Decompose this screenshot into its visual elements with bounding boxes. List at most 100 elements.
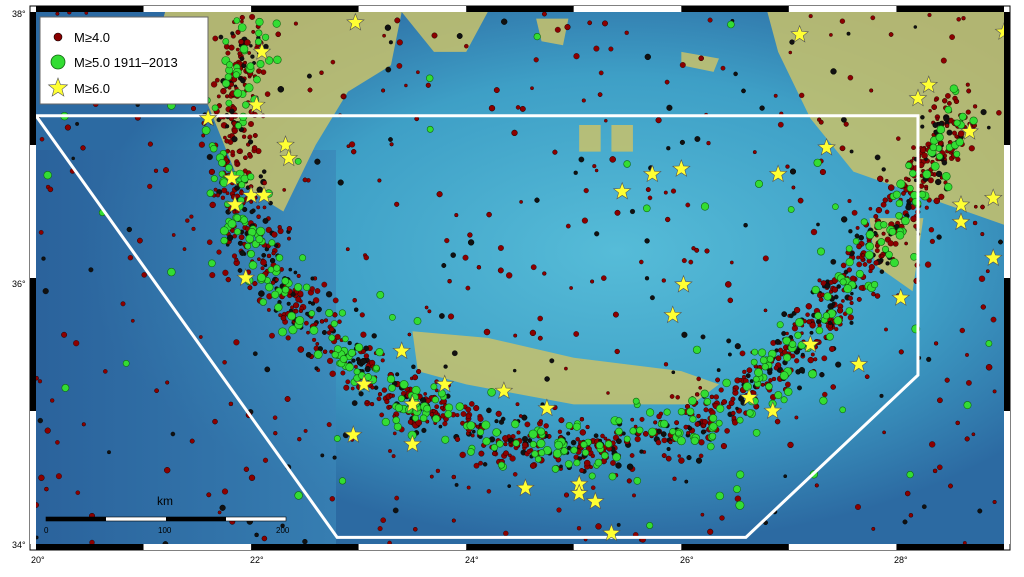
m4-event <box>486 407 492 414</box>
m4-event <box>224 138 230 144</box>
m4-event <box>678 457 685 464</box>
m4-event <box>935 170 943 177</box>
m4-event <box>874 293 881 299</box>
m4-event <box>559 464 563 469</box>
m5-event <box>953 150 961 158</box>
m4-event <box>961 16 966 21</box>
m4-event <box>791 185 796 190</box>
m4-event <box>716 368 721 373</box>
m4-event <box>955 156 961 162</box>
m4-event <box>252 351 258 357</box>
m5-event <box>265 283 274 292</box>
m4-event <box>719 515 725 521</box>
m4-event <box>73 340 80 347</box>
m4-event <box>669 394 675 399</box>
m5-event <box>909 169 917 178</box>
m4-event <box>701 423 706 428</box>
m4-event <box>389 142 394 147</box>
m4-event <box>790 168 796 175</box>
m4-event <box>55 473 62 480</box>
m4-event <box>497 267 504 274</box>
m5-event <box>233 214 242 222</box>
m4-event <box>387 540 392 544</box>
m4-event <box>544 376 550 382</box>
m4-event <box>639 259 644 265</box>
m5-event <box>742 382 752 392</box>
m4-event <box>810 352 815 357</box>
m4-event <box>319 70 324 75</box>
m4-event <box>269 332 275 339</box>
m5-event <box>487 387 496 397</box>
m5-event <box>496 440 504 448</box>
m4-event <box>992 500 997 504</box>
m6-event-star <box>768 164 788 183</box>
m4-event <box>552 149 558 155</box>
m4-event <box>584 459 591 467</box>
m4-event <box>435 468 441 474</box>
m5-event <box>905 162 913 170</box>
m4-event <box>593 45 600 52</box>
m4-event <box>881 167 886 172</box>
m6-event-star <box>276 135 295 153</box>
m5-event <box>328 334 336 342</box>
m4-event <box>345 247 350 252</box>
m4-event <box>884 209 890 215</box>
land-ikaria <box>681 51 719 72</box>
m5-event <box>736 416 744 424</box>
m5-event <box>890 258 899 268</box>
m4-event <box>310 276 315 281</box>
land-andros <box>536 18 569 46</box>
m4-event <box>322 349 328 354</box>
m4-event <box>381 88 386 93</box>
m4-event <box>423 392 428 396</box>
m4-event <box>587 20 592 26</box>
m4-event <box>511 129 518 136</box>
m5-event <box>239 44 249 54</box>
m4-event <box>251 30 256 34</box>
m6-event-star <box>612 181 632 200</box>
m4-event <box>735 406 739 411</box>
m4-event <box>303 428 308 433</box>
m5-event <box>572 422 581 431</box>
m5-event <box>663 408 671 416</box>
m4-event <box>257 257 261 261</box>
m4-event <box>454 213 459 218</box>
m6-event-star <box>279 148 299 167</box>
m4-event <box>614 348 620 355</box>
m5-event <box>330 320 338 328</box>
m5-event <box>677 408 686 416</box>
m4-event <box>320 453 325 458</box>
m4-event <box>647 195 653 201</box>
m4-event <box>696 413 701 419</box>
m4-event <box>633 424 638 429</box>
m4-event <box>781 331 787 336</box>
small-dot-icon <box>53 32 63 42</box>
m4-event <box>565 223 571 229</box>
m4-event <box>239 56 245 61</box>
m5-event <box>646 521 654 529</box>
m4-event <box>549 358 555 364</box>
m6-event-star <box>951 195 971 213</box>
m5-event <box>237 23 247 32</box>
m4-event <box>862 262 868 267</box>
m4-event <box>944 377 950 383</box>
m5-event <box>381 417 390 427</box>
m4-event <box>486 489 492 494</box>
m5-event <box>257 273 266 282</box>
m4-event <box>656 429 662 434</box>
m4-event <box>785 331 789 336</box>
legend-box <box>39 16 209 105</box>
m4-event <box>709 394 715 400</box>
m4-event <box>695 392 700 397</box>
scale-bar: km 0 100 200 <box>44 494 290 535</box>
m5-event <box>660 419 669 429</box>
m4-event <box>629 453 635 458</box>
m4-event <box>215 193 221 198</box>
m6-event-star <box>951 212 971 231</box>
m4-event <box>225 124 230 129</box>
m4-event <box>285 335 291 341</box>
m5-event <box>345 363 354 372</box>
m4-event <box>986 125 991 130</box>
m4-event <box>760 382 765 387</box>
m4-event <box>593 433 599 439</box>
